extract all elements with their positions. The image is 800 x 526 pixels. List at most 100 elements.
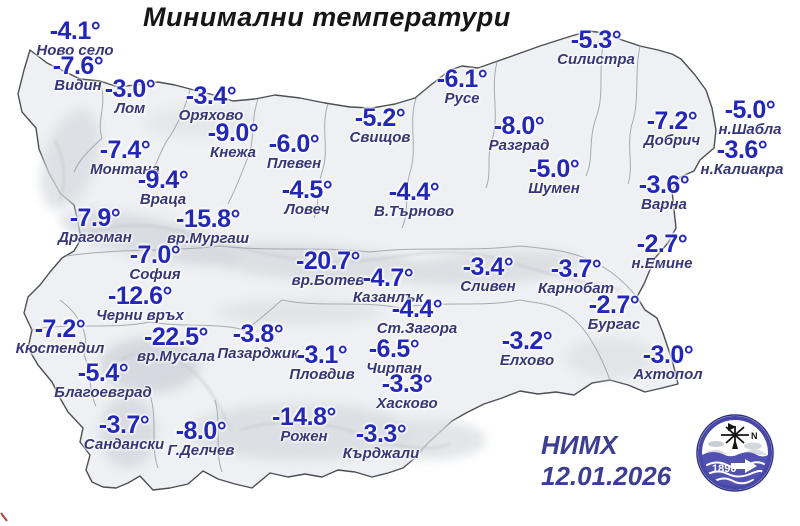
station-name: Пазарджик <box>217 345 299 362</box>
station-label: -5.4° Благоевград <box>54 359 151 401</box>
station-temperature: -3.6° <box>716 136 768 164</box>
station-name: Варна <box>641 196 687 213</box>
credit-block: НИМХ 12.01.2026 <box>541 430 671 491</box>
station-name: Сандански <box>83 436 165 453</box>
station-name: Шумен <box>528 180 580 197</box>
station-label: -7.2° Добрич <box>644 107 700 149</box>
station-name: Кнежа <box>209 144 256 161</box>
station-name: Плевен <box>266 155 322 172</box>
station-name: н.Калиакра <box>700 161 784 178</box>
station-name: Пловдив <box>289 366 355 383</box>
station-label: -3.2° Елхово <box>499 329 555 369</box>
station-temperature: -3.0° <box>642 341 694 369</box>
station-label: -7.2° Кюстендил <box>15 315 105 357</box>
station-temperature: -3.3° <box>381 370 433 398</box>
station-temperature: -6.0° <box>268 130 320 158</box>
station-name: Оряхово <box>178 107 244 124</box>
station-temperature: -4.5° <box>281 176 333 204</box>
station-temperature: -5.4° <box>77 359 129 387</box>
station-temperature: -7.2° <box>646 107 698 135</box>
station-label: -5.3° Силистра <box>557 28 635 68</box>
station-label: -3.1° Пловдив <box>289 343 355 383</box>
logo-cloud-left <box>708 441 724 447</box>
station-temperature: -5.2° <box>354 104 406 132</box>
station-label: -2.7° Бургас <box>588 291 640 333</box>
station-label: -12.6° Черни връх <box>96 282 184 324</box>
station-label: -2.7° н.Емине <box>632 230 693 272</box>
station-label: -3.0° Ахтопол <box>633 341 702 383</box>
station-temperature: -7.2° <box>34 315 86 343</box>
station-name: Кърджали <box>342 445 420 462</box>
station-temperature: -5.0° <box>724 96 776 124</box>
station-temperature: -14.8° <box>272 403 336 431</box>
station-temperature: -6.5° <box>368 335 420 363</box>
station-temperature: -7.9° <box>69 204 121 232</box>
weather-vane-icon <box>721 423 749 449</box>
station-name: Свищов <box>349 129 411 146</box>
station-temperature: -3.0° <box>104 75 156 103</box>
nimh-logo: 1890 N <box>696 414 774 492</box>
credit-organization: НИМХ <box>541 430 618 460</box>
station-label: -8.0° Г.Делчев <box>167 417 235 459</box>
station-name: Монтана <box>90 161 160 178</box>
ridge-lines <box>54 139 621 449</box>
station-temperature: -7.0° <box>129 241 181 269</box>
station-name: София <box>129 266 181 283</box>
station-name: Силистра <box>557 51 635 68</box>
station-temperature: -9.0° <box>207 119 259 147</box>
station-label: -22.5° вр.Мусала <box>137 325 215 365</box>
station-name: Ловеч <box>284 201 330 218</box>
station-label: -3.4° Сливен <box>460 255 516 295</box>
station-label: -7.0° София <box>129 241 181 283</box>
station-name: Казанлък <box>352 289 424 306</box>
station-label: -7.6° Видин <box>53 54 104 94</box>
station-temperature: -3.3° <box>355 420 407 448</box>
station-label: -4.5° Ловеч <box>281 176 333 218</box>
station-name: Видин <box>54 77 102 94</box>
logo-compass-label: N <box>751 431 758 441</box>
station-label: -3.3° Кърджали <box>342 420 420 462</box>
station-name: Лом <box>114 100 146 117</box>
station-name: Елхово <box>499 352 555 369</box>
station-label: -5.2° Свищов <box>349 104 411 146</box>
station-name: Кюстендил <box>15 340 105 357</box>
logo-year: 1890 <box>712 463 736 475</box>
station-name: Г.Делчев <box>167 442 235 459</box>
station-temperature: -8.0° <box>493 112 545 140</box>
station-temperature: -4.7° <box>362 264 414 292</box>
station-temperature: -15.8° <box>176 205 240 233</box>
station-name: Карнобат <box>538 280 614 297</box>
station-name: Драгоман <box>58 229 132 246</box>
station-temperature: -8.0° <box>175 417 227 445</box>
station-temperature: -9.4° <box>137 166 189 194</box>
station-name: Ново село <box>36 42 114 59</box>
station-label: -7.4° Монтана <box>90 136 160 178</box>
station-label: -5.0° н.Шабла <box>718 96 781 138</box>
station-name: Сливен <box>460 278 516 295</box>
station-label: -15.8° вр.Мургаш <box>167 205 249 247</box>
station-name: Ст.Загора <box>376 320 458 337</box>
station-name: Черни връх <box>96 307 184 324</box>
station-label: -8.0° Разград <box>488 112 550 154</box>
station-label: -7.9° Драгоман <box>58 204 132 246</box>
station-temperature: -4.1° <box>49 17 101 45</box>
station-label: -6.5° Чирпан <box>366 335 422 377</box>
station-label: -6.0° Плевен <box>266 130 322 172</box>
station-temperature: -6.1° <box>436 65 488 93</box>
station-temperature: -12.6° <box>108 282 172 310</box>
station-label: -3.0° Лом <box>104 75 156 117</box>
station-temperature: -7.4° <box>99 136 151 164</box>
station-name: вр.Ботев <box>291 272 365 289</box>
station-temperature: -2.7° <box>588 291 640 319</box>
station-label: -3.6° н.Калиакра <box>700 136 784 178</box>
station-label: -4.4° В.Търново <box>374 180 454 220</box>
station-name: Хасково <box>376 395 438 412</box>
station-temperature: -3.6° <box>638 171 690 199</box>
station-label: -9.0° Кнежа <box>207 119 259 161</box>
station-temperature: -5.0° <box>528 155 580 183</box>
station-name: Разград <box>488 137 550 154</box>
logo-wave <box>707 469 763 478</box>
station-temperature: -2.7° <box>636 230 688 258</box>
station-label: -4.7° Казанлък <box>352 264 424 306</box>
